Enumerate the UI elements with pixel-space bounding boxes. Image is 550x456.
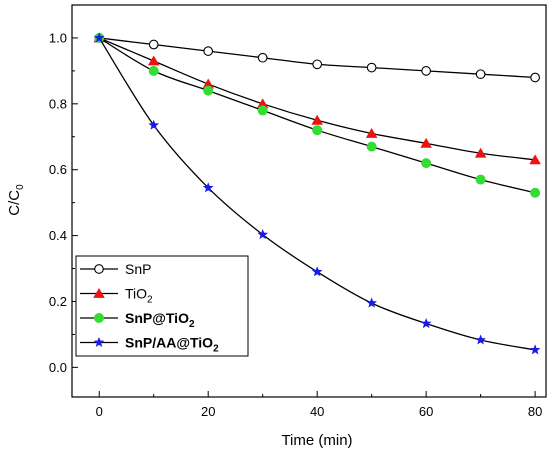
data-point-marker <box>312 59 323 70</box>
y-axis-title-sub: 0 <box>15 184 26 190</box>
y-tick-label: 0.0 <box>49 360 67 375</box>
legend-label-main: SnP <box>125 261 151 277</box>
data-point-marker <box>203 85 214 96</box>
data-point-marker <box>421 158 432 169</box>
y-axis-title: C/C0 <box>6 184 26 216</box>
data-point-marker <box>366 297 377 308</box>
data-point-marker <box>311 114 323 125</box>
data-point-marker <box>475 334 486 345</box>
x-tick-label: 80 <box>528 404 542 419</box>
series-line <box>98 37 536 161</box>
y-tick-label: 1.0 <box>49 30 67 45</box>
data-point-marker <box>256 98 269 109</box>
data-point-marker <box>202 182 214 193</box>
plot-frame <box>71 4 547 398</box>
legend-label-sub: 2 <box>189 319 195 330</box>
y-tick-label: 0.8 <box>49 96 67 111</box>
legend-marker <box>94 313 104 323</box>
data-point-marker <box>475 174 486 185</box>
series-snp-tio2 <box>94 32 541 198</box>
data-point-marker <box>421 66 431 76</box>
legend-box <box>75 255 249 357</box>
x-axis-title: Time (min) <box>281 432 352 449</box>
y-tick-label: 0.6 <box>49 162 67 177</box>
data-point-marker <box>93 32 105 43</box>
data-point-marker <box>420 137 432 148</box>
x-tick-label: 60 <box>419 404 433 419</box>
series-tio2 <box>93 32 541 165</box>
legend-label: SnP <box>125 261 151 277</box>
data-point-marker <box>202 78 214 89</box>
data-point-marker <box>366 141 377 152</box>
data-point-marker <box>257 52 268 63</box>
series-snp-aa-tio2 <box>93 32 541 355</box>
y-tick-label: 0.2 <box>49 294 67 309</box>
data-point-marker <box>366 62 377 73</box>
y-axis: 0.0 0.2 0.4 0.6 0.8 1.0 <box>49 30 78 375</box>
legend-marker <box>93 336 105 348</box>
legend-label-sub: 2 <box>213 344 219 355</box>
series-line <box>99 37 536 79</box>
data-point-marker <box>148 119 160 130</box>
data-point-marker <box>475 69 486 80</box>
data-point-marker <box>420 317 432 329</box>
x-axis: 0 20 40 60 80 <box>96 391 542 419</box>
x-tick-label: 0 <box>96 404 103 419</box>
data-point-marker <box>148 65 159 76</box>
data-point-marker <box>148 39 159 50</box>
legend-label-sub: 2 <box>147 295 153 306</box>
legend-label: SnP@TiO2 <box>125 310 195 330</box>
legend-label-main: SnP@TiO <box>125 310 189 326</box>
legend-marker <box>94 264 104 274</box>
legend-marker <box>93 288 105 298</box>
y-axis-title-main: C/C <box>6 190 23 216</box>
data-point-marker <box>203 46 214 56</box>
data-point-marker <box>529 154 541 165</box>
series-layer <box>93 32 541 355</box>
data-point-marker <box>474 147 487 158</box>
legend-label-main: TiO <box>125 286 147 302</box>
plot-border <box>71 4 547 398</box>
data-point-marker <box>365 127 378 138</box>
legend-label-main: SnP/AA@TiO <box>125 335 213 351</box>
data-point-marker <box>312 125 323 136</box>
data-point-marker <box>147 55 160 66</box>
data-point-marker <box>311 266 323 277</box>
data-point-marker <box>530 72 540 83</box>
legend-label: SnP/AA@TiO2 <box>125 335 219 355</box>
data-point-marker <box>529 344 541 355</box>
data-point-marker <box>257 229 269 240</box>
x-tick-label: 20 <box>201 404 215 419</box>
y-tick-label: 0.4 <box>49 228 67 243</box>
legend-label: TiO2 <box>125 286 153 306</box>
data-point-marker <box>530 187 541 198</box>
data-point-marker <box>257 105 268 116</box>
x-tick-label: 40 <box>310 404 324 419</box>
